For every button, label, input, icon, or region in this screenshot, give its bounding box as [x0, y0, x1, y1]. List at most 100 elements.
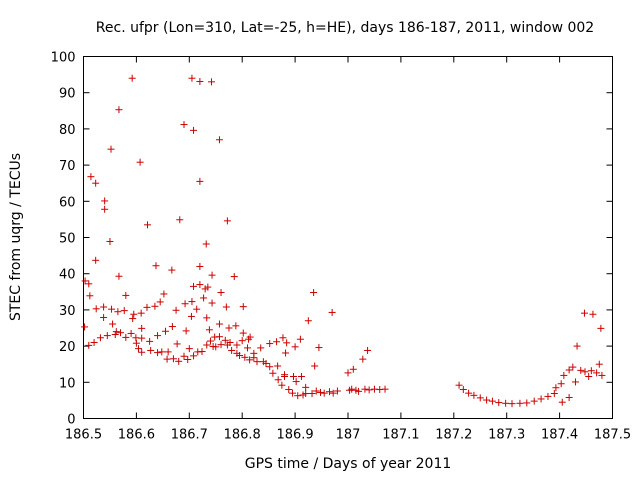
data-point	[111, 331, 119, 339]
data-point	[266, 363, 274, 371]
data-point	[120, 307, 128, 315]
data-point	[185, 345, 193, 353]
data-point	[470, 391, 478, 399]
data-point	[349, 365, 357, 373]
data-point	[223, 217, 231, 225]
data-point	[273, 338, 281, 346]
y-tick-label: 20	[59, 340, 76, 355]
data-point	[230, 273, 238, 281]
data-point	[215, 320, 223, 328]
data-point	[316, 388, 324, 396]
x-axis-label: GPS time / Days of year 2011	[245, 456, 452, 472]
data-point	[523, 399, 531, 407]
data-point	[205, 326, 213, 334]
data-point	[304, 317, 312, 325]
data-point	[200, 294, 208, 302]
data-point	[152, 262, 160, 270]
data-point	[361, 385, 369, 393]
data-point	[208, 271, 216, 279]
data-point	[283, 339, 291, 347]
data-point	[587, 367, 595, 375]
data-point	[355, 387, 363, 395]
data-point	[236, 352, 244, 360]
data-point	[459, 386, 467, 394]
data-point	[108, 305, 116, 313]
data-point	[233, 341, 241, 349]
data-point	[96, 334, 104, 342]
data-point	[117, 329, 125, 337]
data-point	[560, 371, 568, 379]
data-point	[115, 106, 123, 114]
data-point	[544, 392, 552, 400]
data-point	[129, 315, 137, 323]
data-point	[144, 221, 152, 229]
data-point	[114, 308, 122, 316]
data-point	[585, 373, 593, 381]
data-point	[112, 328, 120, 336]
data-point	[581, 368, 589, 376]
data-point	[208, 78, 216, 86]
data-point	[282, 349, 290, 357]
x-tick-label: 187.4	[541, 428, 578, 443]
data-point	[138, 324, 146, 332]
data-point	[296, 335, 304, 343]
data-point	[168, 266, 176, 274]
data-point	[597, 324, 605, 332]
data-point	[222, 303, 230, 311]
data-point	[169, 355, 177, 363]
data-point	[308, 390, 316, 398]
data-point	[239, 303, 247, 311]
data-point	[90, 338, 98, 346]
data-point	[257, 344, 265, 352]
data-point	[558, 398, 566, 406]
data-point	[132, 339, 140, 347]
data-point	[557, 380, 565, 388]
data-point	[161, 327, 169, 335]
data-point	[168, 323, 176, 331]
data-point	[158, 348, 166, 356]
data-point	[502, 399, 510, 407]
data-point	[577, 366, 585, 374]
data-point	[190, 282, 198, 290]
data-point	[81, 277, 89, 285]
data-point	[476, 394, 484, 402]
data-point	[291, 343, 299, 351]
data-point	[188, 298, 196, 306]
data-point	[281, 373, 289, 381]
data-point	[196, 281, 204, 289]
chart-title: Rec. ufpr (Lon=310, Lat=-25, h=HE), days…	[96, 20, 594, 36]
data-point	[138, 334, 146, 342]
data-point	[154, 332, 162, 340]
data-point	[238, 337, 246, 345]
data-point	[86, 292, 94, 300]
data-point	[196, 262, 204, 270]
data-point	[571, 378, 579, 386]
data-points	[81, 74, 606, 408]
data-point	[100, 314, 108, 322]
x-tick-label: 186.6	[118, 428, 155, 443]
data-point	[180, 121, 188, 129]
data-point	[226, 338, 234, 346]
data-point	[530, 397, 538, 405]
data-point	[274, 362, 282, 370]
data-point	[225, 324, 233, 332]
data-point	[285, 386, 293, 394]
data-point	[262, 359, 270, 367]
data-point	[175, 357, 183, 365]
data-point	[217, 289, 225, 297]
data-point	[465, 389, 473, 397]
data-point	[106, 237, 114, 245]
data-point	[173, 340, 181, 348]
y-tick-label: 90	[59, 87, 76, 102]
data-point	[364, 346, 372, 354]
data-point	[182, 327, 190, 335]
x-tick-label: 187.3	[488, 428, 525, 443]
data-point	[274, 376, 282, 384]
data-point	[315, 344, 323, 352]
data-point	[137, 309, 145, 317]
data-point	[122, 333, 130, 341]
data-point	[138, 348, 146, 356]
data-point	[203, 314, 211, 322]
data-point	[164, 348, 172, 356]
